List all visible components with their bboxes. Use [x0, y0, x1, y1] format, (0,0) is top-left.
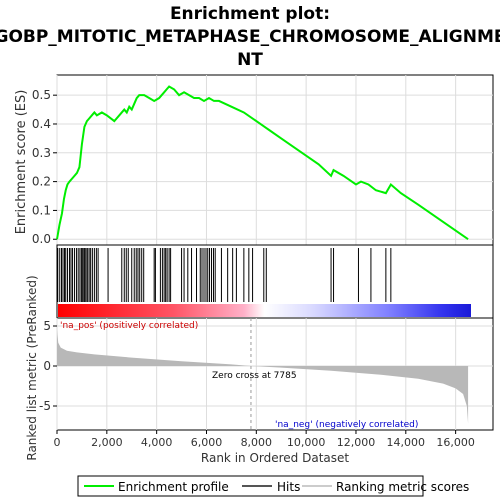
zero-cross-label: Zero cross at 7785: [212, 371, 297, 381]
legend-item-hits: Hits: [242, 480, 300, 494]
metric-y-tick-label: -5: [39, 399, 51, 413]
chart-title-line-1: Enrichment plot:: [170, 4, 330, 24]
x-tick-label: 14,000: [387, 436, 426, 449]
chart-title-line-2: GOBP_MITOTIC_METAPHASE_CHROMOSOME_ALIGNM…: [0, 27, 500, 47]
positive-correlation-label: 'na_pos' (positively correlated): [60, 321, 198, 331]
x-tick-label: 16,000: [436, 436, 475, 449]
es-y-tick-label: 0.3: [32, 146, 51, 160]
x-axis-label: Rank in Ordered Dataset: [201, 451, 349, 465]
chart-title-line-3: NT: [237, 50, 263, 70]
es-panel: [56, 74, 494, 246]
es-y-tick-label: 0.0: [32, 232, 51, 246]
metric-y-tick-label: 5: [43, 319, 51, 333]
legend-item-ranking-metric-scores: Ranking metric scores: [302, 480, 469, 494]
x-axis: 0 2,000 4,000 6,000 8,000 10,000 12,000 14,000 1…: [54, 430, 475, 449]
x-tick-label: 4,000: [141, 436, 173, 449]
hit-markers: [57, 248, 392, 302]
es-y-axis-label: Enrichment score (ES): [14, 90, 29, 235]
legend-item-enrichment-profile: Enrichment profile: [84, 480, 229, 494]
legend-label-enrichment-profile: Enrichment profile: [118, 480, 229, 494]
ranking-color-bar: [58, 304, 471, 317]
x-tick-label: 0: [54, 436, 61, 449]
x-tick-label: 2,000: [91, 436, 123, 449]
enrichment-profile-line: [56, 85, 469, 241]
metric-y-tick-label: 0: [43, 359, 51, 373]
es-y-tick-label: 0.4: [32, 117, 51, 131]
x-tick-label: 12,000: [337, 436, 376, 449]
legend-label-ranking-metric-scores: Ranking metric scores: [336, 480, 469, 494]
x-tick-label: 6,000: [191, 436, 223, 449]
metric-y-axis-label: Ranked list metric (PreRanked): [25, 275, 39, 460]
es-gridlines: [56, 75, 493, 245]
es-y-tick-label: 0.5: [32, 88, 51, 102]
negative-correlation-label: 'na_neg' (negatively correlated): [275, 420, 418, 430]
x-tick-label: 10,000: [287, 436, 326, 449]
es-y-tick-label: 0.2: [32, 175, 51, 189]
es-y-axis: 0.0 0.1 0.2 0.3 0.4 0.5: [32, 88, 57, 246]
legend-label-hits: Hits: [277, 480, 300, 494]
x-tick-label: 8,000: [241, 436, 273, 449]
es-y-tick-label: 0.1: [32, 203, 51, 217]
metric-y-axis: 5 0 -5: [39, 319, 57, 413]
